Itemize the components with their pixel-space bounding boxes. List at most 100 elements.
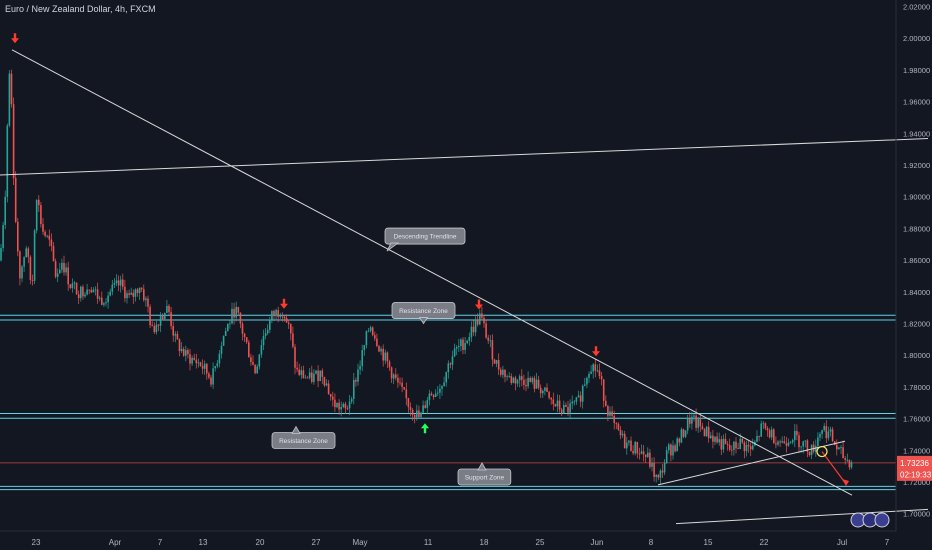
candle[interactable] <box>512 377 515 384</box>
candle[interactable] <box>374 335 376 339</box>
candle[interactable] <box>392 374 395 379</box>
candle[interactable] <box>231 308 233 324</box>
candle[interactable] <box>544 387 546 391</box>
candle[interactable] <box>722 438 725 450</box>
candle[interactable] <box>447 363 450 373</box>
candle[interactable] <box>569 403 571 413</box>
candle[interactable] <box>476 319 479 325</box>
candle[interactable] <box>766 428 769 431</box>
candle[interactable] <box>176 333 179 340</box>
candle[interactable] <box>281 315 284 317</box>
candle[interactable] <box>17 221 19 252</box>
candle[interactable] <box>233 308 235 318</box>
candle[interactable] <box>210 377 212 385</box>
candle[interactable] <box>21 266 23 279</box>
candle[interactable] <box>117 280 120 286</box>
price-axis[interactable]: 2.02000 2.00000 1.98000 1.96000 1.94000 1.920… <box>903 3 930 519</box>
candle[interactable] <box>371 327 374 336</box>
candle[interactable] <box>134 289 137 297</box>
candle[interactable] <box>405 389 408 399</box>
candle[interactable] <box>69 284 72 288</box>
candle[interactable] <box>657 474 660 478</box>
candle[interactable] <box>739 438 741 450</box>
candle[interactable] <box>808 451 811 456</box>
candle[interactable] <box>514 377 517 384</box>
candle[interactable] <box>789 442 792 444</box>
candle[interactable] <box>535 379 538 389</box>
candle[interactable] <box>567 406 569 413</box>
candle[interactable] <box>518 376 521 381</box>
candle[interactable] <box>315 370 317 374</box>
candle[interactable] <box>693 415 695 417</box>
candle[interactable] <box>23 257 25 267</box>
candle[interactable] <box>699 419 702 427</box>
candle[interactable] <box>741 438 744 443</box>
candle[interactable] <box>336 402 338 408</box>
candle[interactable] <box>195 359 198 364</box>
candle[interactable] <box>449 363 452 365</box>
candle[interactable] <box>630 440 632 451</box>
candle[interactable] <box>720 439 723 450</box>
candle[interactable] <box>363 345 366 351</box>
candle[interactable] <box>46 235 48 237</box>
candle[interactable] <box>546 387 548 392</box>
candle[interactable] <box>460 339 462 347</box>
candle[interactable] <box>191 357 193 364</box>
candle[interactable] <box>632 450 634 454</box>
candle[interactable] <box>726 444 729 445</box>
candle[interactable] <box>806 440 809 452</box>
candle[interactable] <box>556 400 559 407</box>
candle[interactable] <box>758 436 760 437</box>
candle[interactable] <box>185 350 187 356</box>
candle[interactable] <box>600 376 603 380</box>
candle[interactable] <box>565 404 567 407</box>
candle[interactable] <box>180 349 183 352</box>
candle[interactable] <box>432 395 435 398</box>
candle[interactable] <box>86 289 88 295</box>
candle[interactable] <box>418 410 420 418</box>
candle[interactable] <box>550 397 552 400</box>
candle[interactable] <box>199 362 202 366</box>
candle[interactable] <box>747 444 750 447</box>
candle[interactable] <box>290 323 292 334</box>
candle[interactable] <box>680 429 683 443</box>
candle[interactable] <box>378 346 380 352</box>
candle[interactable] <box>756 436 758 442</box>
candle[interactable] <box>733 441 735 450</box>
candle[interactable] <box>147 298 149 307</box>
candle[interactable] <box>151 325 153 326</box>
candle[interactable] <box>735 441 737 449</box>
candle[interactable] <box>775 443 777 445</box>
candle[interactable] <box>779 441 781 443</box>
candle[interactable] <box>346 408 349 410</box>
candle[interactable] <box>149 306 151 326</box>
candle[interactable] <box>638 453 641 455</box>
candle[interactable] <box>88 289 90 291</box>
candle[interactable] <box>201 365 204 369</box>
candle[interactable] <box>138 287 141 294</box>
candle[interactable] <box>285 318 288 323</box>
candle[interactable] <box>369 327 372 331</box>
candle[interactable] <box>479 313 481 325</box>
candle[interactable] <box>390 367 393 379</box>
candle[interactable] <box>689 418 691 424</box>
candle[interactable] <box>697 419 699 428</box>
candle[interactable] <box>434 393 437 398</box>
candle[interactable] <box>670 444 672 456</box>
candle[interactable] <box>644 454 647 457</box>
candle[interactable] <box>609 411 611 416</box>
candle[interactable] <box>273 311 275 316</box>
candle[interactable] <box>8 73 11 126</box>
candle[interactable] <box>829 429 832 432</box>
candle[interactable] <box>523 379 525 385</box>
candle[interactable] <box>426 400 429 408</box>
candle[interactable] <box>338 402 340 410</box>
candle[interactable] <box>119 279 122 286</box>
candle[interactable] <box>308 372 311 378</box>
candle[interactable] <box>329 394 332 397</box>
candle[interactable] <box>38 199 40 206</box>
candle[interactable] <box>804 440 807 442</box>
trendline[interactable] <box>0 138 929 176</box>
candle[interactable] <box>485 323 487 338</box>
